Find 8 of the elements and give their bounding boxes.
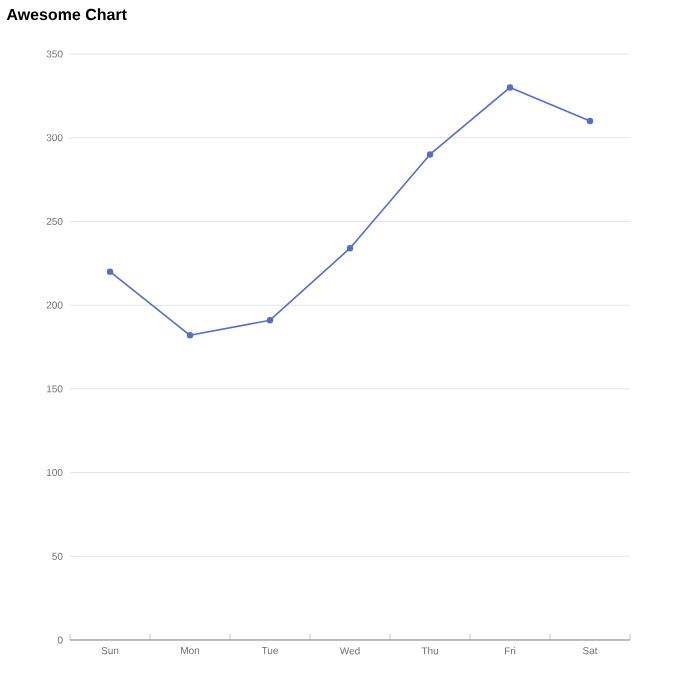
point xyxy=(186,332,194,339)
point xyxy=(506,84,514,91)
point xyxy=(346,245,354,252)
point xyxy=(426,151,434,158)
point xyxy=(586,117,594,125)
point xyxy=(106,268,114,275)
chart-title: Awesome Chart xyxy=(6,8,127,21)
point xyxy=(266,317,274,324)
